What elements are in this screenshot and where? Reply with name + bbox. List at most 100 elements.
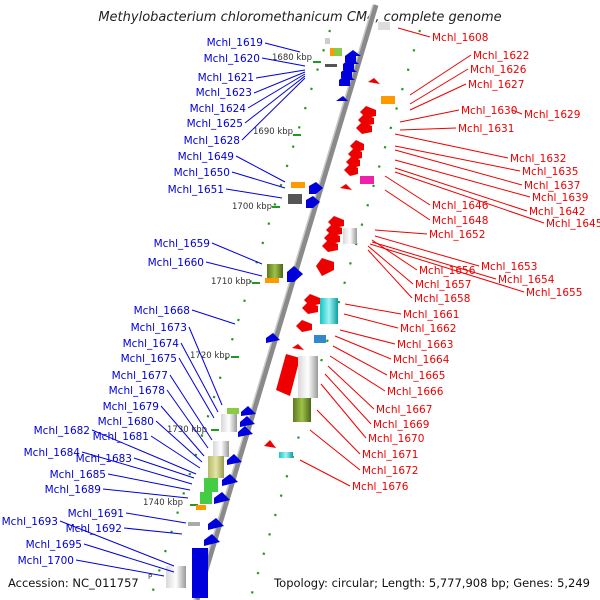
leader-line bbox=[343, 313, 399, 329]
gene-label: Mchl_1689 bbox=[45, 484, 101, 496]
leader-line bbox=[59, 520, 175, 567]
leader-line bbox=[394, 149, 523, 186]
leader-line bbox=[231, 171, 286, 189]
gene-label: Mchl_1681 bbox=[93, 431, 149, 443]
gene-label: Mchl_1675 bbox=[121, 353, 177, 365]
gene-label: Mchl_1667 bbox=[376, 404, 432, 416]
gene-feature bbox=[204, 478, 218, 492]
map-title: Methylobacterium chloromethanicum CM4, c… bbox=[98, 10, 502, 25]
gene-feature bbox=[330, 48, 334, 56]
leader-line bbox=[397, 27, 431, 38]
gene-arrow bbox=[356, 122, 372, 134]
leader-line bbox=[409, 54, 472, 96]
leader-line bbox=[384, 175, 431, 206]
gene-feature bbox=[188, 522, 200, 526]
kbp-label: 1690 kbp bbox=[253, 127, 293, 137]
leader-line bbox=[371, 239, 418, 271]
gene-label: Mchl_1677 bbox=[112, 370, 168, 382]
leader-line bbox=[178, 357, 215, 419]
gene-arrow bbox=[222, 474, 238, 486]
accession-text: Accession: NC_011757 bbox=[8, 576, 139, 590]
gene-feature bbox=[166, 566, 186, 588]
leader-line bbox=[329, 355, 386, 392]
gene-label: Mchl_1676 bbox=[352, 481, 409, 493]
leader-line bbox=[511, 109, 523, 115]
gene-feature bbox=[288, 194, 302, 204]
leader-line bbox=[91, 429, 197, 475]
gene-arrow bbox=[287, 266, 303, 282]
gene-arrow bbox=[322, 240, 338, 252]
gene-arrow bbox=[214, 492, 230, 504]
leader-line bbox=[241, 77, 306, 141]
gene-label: Mchl_1692 bbox=[66, 523, 122, 535]
gene-feature bbox=[227, 408, 239, 414]
gene-label: Mchl_1635 bbox=[522, 166, 578, 178]
gene-label: Mchl_1637 bbox=[524, 180, 580, 192]
gene-feature bbox=[320, 298, 338, 324]
leader-line bbox=[211, 242, 263, 265]
gene-label: Mchl_1658 bbox=[414, 293, 470, 305]
leader-line bbox=[409, 83, 467, 111]
leader-line bbox=[125, 512, 187, 524]
leader-line bbox=[334, 335, 392, 360]
leader-line bbox=[169, 374, 213, 441]
leader-line bbox=[166, 389, 209, 449]
gene-label: Mchl_1626 bbox=[470, 64, 527, 76]
gene-label: Mchl_1682 bbox=[34, 425, 90, 437]
leader-line bbox=[367, 249, 413, 299]
leader-line bbox=[244, 75, 306, 124]
gene-feature bbox=[325, 38, 330, 44]
gene-arrow bbox=[316, 258, 334, 276]
leader-line bbox=[180, 342, 219, 413]
gene-label: Mchl_1669 bbox=[373, 419, 429, 431]
leader-line bbox=[123, 527, 183, 535]
gene-label: Mchl_1619 bbox=[207, 37, 263, 49]
leader-line bbox=[344, 303, 402, 315]
gene-arrow bbox=[240, 416, 255, 427]
gene-label: Mchl_1627 bbox=[468, 79, 524, 91]
leader-line bbox=[83, 543, 175, 573]
gene-arrow bbox=[238, 426, 253, 437]
gene-arrow bbox=[208, 518, 224, 530]
right-gene-labels: Mchl_1608 Mchl_1622 Mchl_1626 Mchl_1627 … bbox=[352, 32, 600, 493]
reverse-strand-genes bbox=[264, 22, 395, 458]
gene-label: Mchl_1665 bbox=[389, 370, 445, 382]
gene-label: Mchl_1685 bbox=[50, 469, 106, 481]
gene-arrow bbox=[341, 66, 357, 78]
gene-arrow bbox=[306, 196, 320, 208]
gene-arrow bbox=[266, 333, 280, 343]
gene-label: Mchl_1649 bbox=[178, 151, 234, 163]
scale-marker: P bbox=[148, 573, 152, 581]
leader-line bbox=[409, 68, 469, 105]
leader-line bbox=[394, 159, 531, 198]
gene-arrow bbox=[339, 74, 355, 86]
gene-arrow bbox=[204, 534, 220, 546]
leader-line bbox=[253, 71, 306, 94]
gene-feature bbox=[192, 548, 208, 598]
gene-arrow bbox=[241, 406, 256, 416]
leader-line bbox=[225, 188, 283, 199]
topology-text: Topology: circular; Length: 5,777,908 bp… bbox=[274, 576, 590, 590]
gene-arrow bbox=[368, 78, 380, 84]
kbp-label: 1680 kbp bbox=[272, 53, 312, 63]
leader-line bbox=[316, 409, 361, 455]
gene-feature bbox=[378, 22, 390, 30]
gene-label: Mchl_1660 bbox=[148, 257, 204, 269]
gene-label: Mchl_1608 bbox=[432, 32, 488, 44]
gene-label: Mchl_1672 bbox=[362, 465, 418, 477]
leader-line bbox=[102, 488, 189, 499]
gene-feature bbox=[213, 441, 229, 457]
gene-label: Mchl_1683 bbox=[76, 453, 132, 465]
leader-line bbox=[261, 57, 306, 67]
gene-label: Mchl_1663 bbox=[397, 339, 453, 351]
leader-line bbox=[399, 109, 460, 123]
leader-line bbox=[394, 133, 509, 159]
kbp-label: 1700 kbp bbox=[232, 202, 272, 212]
gene-label: Mchl_1646 bbox=[432, 200, 489, 212]
gene-label: Mchl_1695 bbox=[26, 539, 82, 551]
leader-line bbox=[384, 189, 431, 221]
gene-label: Mchl_1670 bbox=[368, 433, 424, 445]
gene-arrow bbox=[264, 440, 276, 448]
gene-label: Mchl_1666 bbox=[387, 386, 444, 398]
